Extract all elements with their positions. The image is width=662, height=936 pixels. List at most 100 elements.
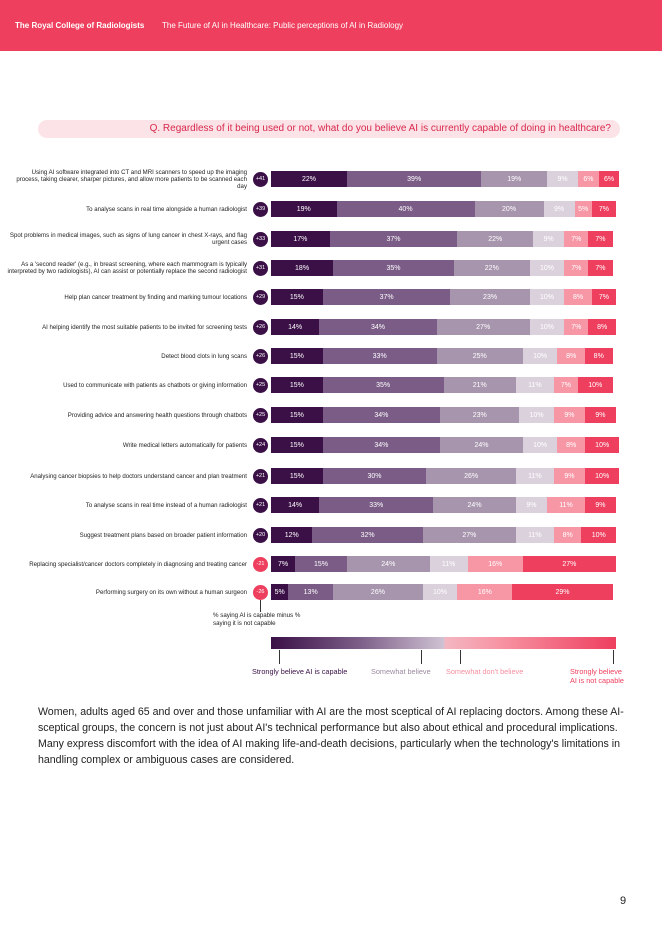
diff-badge: -26	[253, 584, 268, 600]
diff-badge: +25	[253, 377, 268, 393]
bar-segment: 9%	[543, 201, 575, 217]
bar-segment: 26%	[333, 584, 423, 600]
row-label: Suggest treatment plans based on broader…	[79, 531, 247, 539]
bar-segment: 11%	[515, 468, 554, 484]
bar-segment: 26%	[426, 468, 516, 484]
bar-segment: 20%	[474, 201, 544, 217]
bar-segment: 32%	[312, 527, 423, 543]
bar-row: 15% 34% 24% 10% 8% 10%	[271, 437, 620, 453]
diff-leader-line	[260, 600, 261, 612]
row-label: Analysing cancer biopsies to help doctor…	[30, 472, 247, 480]
bar-segment: 8%	[584, 348, 613, 364]
bar-segment: 22%	[453, 260, 530, 276]
bar-segment: 9%	[546, 171, 579, 187]
bar-segment: 21%	[443, 377, 516, 393]
row-label: AI helping identify the most suitable pa…	[42, 323, 247, 331]
bar-segment: 23%	[450, 289, 530, 305]
bar-segment: 7%	[588, 260, 613, 276]
bar-row: 14% 34% 27% 10% 7% 8%	[271, 319, 616, 335]
diff-badge: +29	[253, 289, 268, 305]
bar-segment: 9%	[533, 231, 565, 247]
bar-segment: 16%	[457, 584, 513, 600]
bar-segment: 15%	[271, 407, 323, 423]
bar-segment: 8%	[553, 527, 582, 543]
bar-segment: 9%	[553, 468, 585, 484]
bar-segment: 10%	[529, 319, 565, 335]
bar-segment: 15%	[271, 377, 323, 393]
bar-segment: 12%	[271, 527, 313, 543]
body-paragraph: Women, adults aged 65 and over and those…	[38, 706, 624, 766]
row-label: Spot problems in medical images, such as…	[9, 232, 247, 246]
legend-strongly-not-line1: Strongly believe	[570, 667, 622, 676]
bar-segment: 17%	[271, 231, 330, 247]
bar-segment: 24%	[433, 497, 516, 513]
bar-segment: 23%	[440, 407, 520, 423]
legend-strongly-capable: Strongly believe AI is capable	[252, 667, 348, 676]
row-label: Providing advice and answering health qu…	[67, 411, 247, 419]
bar-row: 15% 33% 25% 10% 8% 8%	[271, 348, 613, 364]
legend-tick-somewhat-believe	[421, 650, 422, 664]
bar-segment: 34%	[322, 407, 441, 423]
bar-segment: 22%	[271, 171, 347, 187]
bar-segment: 7%	[271, 556, 296, 572]
question-banner: Q. Regardless of it being used or not, w…	[38, 120, 620, 138]
bar-segment: 8%	[557, 348, 585, 364]
bar-segment: 30%	[322, 468, 427, 484]
bar-segment: 40%	[336, 201, 475, 217]
bar-segment: 8%	[564, 289, 592, 305]
bar-segment: 25%	[436, 348, 523, 364]
bar-segment: 37%	[322, 289, 451, 305]
bar-segment: 11%	[515, 377, 554, 393]
document-title: The Future of AI in Healthcare: Public p…	[162, 21, 404, 30]
bar-segment: 18%	[271, 260, 334, 276]
bar-row: 17% 37% 22% 9% 7% 7%	[271, 231, 613, 247]
bar-segment: 27%	[436, 319, 530, 335]
diff-badge: +21	[253, 468, 268, 484]
organisation-name: The Royal College of Radiologists	[15, 21, 145, 30]
bar-segment: 33%	[319, 497, 434, 513]
bar-segment: 8%	[588, 319, 616, 335]
bar-segment: 10%	[584, 468, 620, 484]
bar-segment: 16%	[467, 556, 523, 572]
bar-row: 7% 15% 24% 11% 16% 27%	[271, 556, 616, 572]
bar-segment: 6%	[598, 171, 620, 187]
row-label: Detect blood clots in lung scans	[161, 352, 247, 360]
bar-segment: 35%	[322, 377, 444, 393]
bar-segment: 10%	[529, 260, 565, 276]
bar-row: 15% 37% 23% 10% 8% 7%	[271, 289, 616, 305]
legend-tick-somewhat-dont	[460, 650, 461, 664]
diff-badge: +41	[253, 171, 268, 187]
bar-segment: 37%	[329, 231, 458, 247]
bar-segment: 15%	[295, 556, 347, 572]
bar-segment: 5%	[271, 584, 289, 600]
bar-segment: 7%	[564, 231, 589, 247]
bar-segment: 34%	[322, 437, 441, 453]
bar-segment: 14%	[271, 319, 320, 335]
bar-segment: 13%	[288, 584, 334, 600]
diff-badge: +24	[253, 437, 268, 453]
legend-strongly-not-capable: Strongly believe AI is not capable	[570, 667, 635, 685]
row-label: Replacing specialist/cancer doctors comp…	[29, 560, 247, 568]
bar-segment: 35%	[333, 260, 454, 276]
legend-somewhat-believe: Somewhat believe	[371, 667, 431, 676]
bar-segment: 10%	[529, 289, 565, 305]
bar-segment: 7%	[588, 231, 613, 247]
bar-segment: 10%	[522, 348, 558, 364]
bar-segment: 15%	[271, 289, 323, 305]
bar-segment: 9%	[515, 497, 547, 513]
bar-segment: 10%	[519, 407, 554, 423]
bar-segment: 10%	[422, 584, 458, 600]
row-label: Performing surgery on its own without a …	[95, 588, 247, 596]
bar-segment: 7%	[591, 201, 616, 217]
bar-row: 14% 33% 24% 9% 11% 9%	[271, 497, 616, 513]
diff-badge: +33	[253, 231, 268, 247]
bar-segment: 11%	[429, 556, 468, 572]
row-label: Write medical letters automatically for …	[122, 441, 247, 449]
diff-badge: -21	[253, 556, 268, 572]
bar-segment: 10%	[584, 437, 620, 453]
page-header: The Royal College of Radiologists The Fu…	[0, 0, 662, 51]
bar-row: 22% 39% 19% 9% 6% 6%	[271, 171, 620, 187]
diff-badge: +39	[253, 201, 268, 217]
bar-segment: 5%	[574, 201, 592, 217]
legend-tick-strongly-capable	[279, 650, 280, 664]
